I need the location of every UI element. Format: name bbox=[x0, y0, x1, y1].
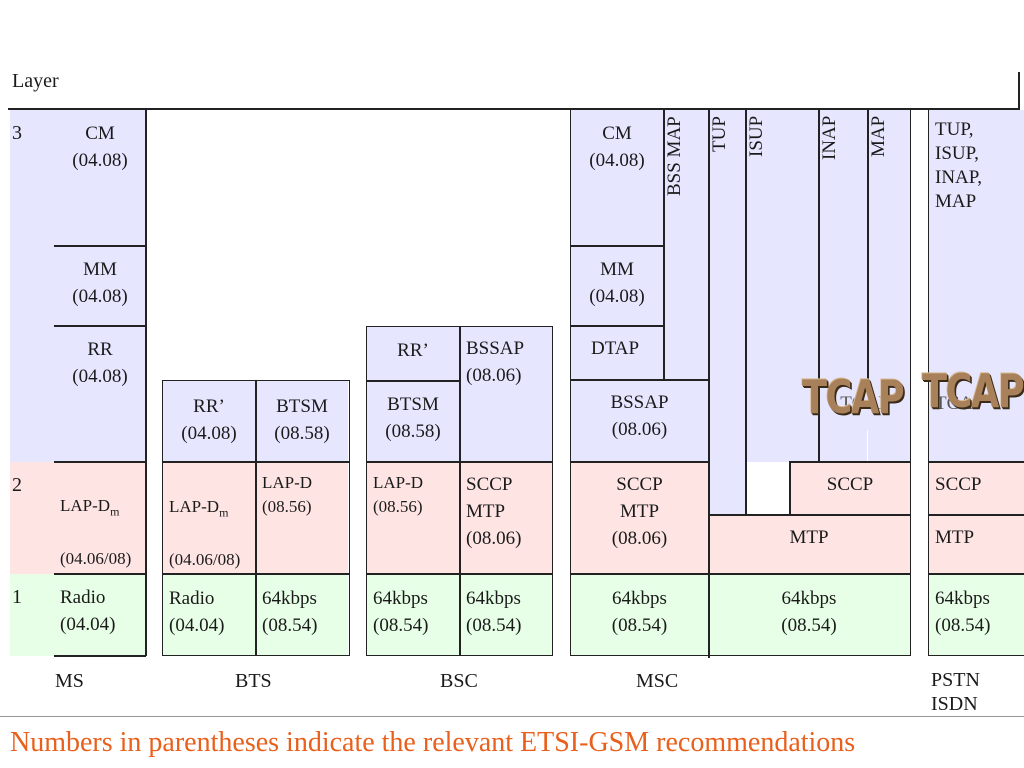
bsc-frame bbox=[366, 326, 553, 656]
ms-radio: Radio (04.04) bbox=[54, 574, 146, 656]
bsc-mid bbox=[459, 327, 461, 655]
bsc-div-0 bbox=[367, 380, 459, 382]
bts-radio: Radio (04.04) bbox=[163, 575, 255, 655]
ms-lapdm-rec: (04.06/08) bbox=[60, 549, 132, 569]
bsc-sccp-mtp: SCCP MTP (08.06) bbox=[460, 463, 552, 573]
bts-lapdm-sub: m bbox=[219, 505, 229, 520]
ms-div-2 bbox=[54, 325, 146, 327]
msc-tcap-hidden: TCAP bbox=[819, 390, 910, 430]
msc-h-l3 bbox=[571, 461, 709, 463]
msc-64kbps-right: 64kbps (08.54) bbox=[708, 575, 910, 655]
right-rule bbox=[1018, 72, 1020, 110]
msc-64kbps-left: 64kbps (08.54) bbox=[571, 575, 708, 655]
ms-div-3 bbox=[54, 461, 146, 463]
node-ms: MS bbox=[55, 670, 84, 692]
layer-1-label: 1 bbox=[12, 586, 22, 608]
ms-div-4 bbox=[54, 573, 146, 575]
bsc-64kbps-left: 64kbps (08.54) bbox=[367, 575, 459, 655]
ms-lapdm-sub: m bbox=[110, 504, 120, 519]
pstn-mtp: MTP bbox=[929, 516, 1024, 573]
bts-div-1 bbox=[163, 461, 349, 463]
msc-h-dtap bbox=[571, 379, 709, 381]
pstn-frame bbox=[928, 108, 1024, 656]
bts-lapdm: LAP-Dm (04.06/08) bbox=[163, 463, 255, 573]
msc-inap: INAP bbox=[819, 116, 840, 161]
bsc-rr: RR’ bbox=[367, 327, 459, 380]
bsc-bssap: BSSAP (08.06) bbox=[460, 327, 552, 462]
bts-lapdm-main: LAP-D bbox=[169, 497, 220, 516]
bsc-64kbps-right: 64kbps (08.54) bbox=[460, 575, 552, 655]
node-bsc: BSC bbox=[440, 670, 478, 692]
msc-v-bssap-right bbox=[708, 110, 710, 658]
bsc-div-2 bbox=[367, 573, 552, 575]
msc-v-sccp-left bbox=[789, 462, 791, 515]
layer-3-band bbox=[10, 110, 54, 462]
bsc-btsm: BTSM (08.58) bbox=[367, 381, 459, 462]
msc-v-tup-right bbox=[745, 110, 747, 514]
pstn-tcap-hidden: TCAP bbox=[929, 390, 1024, 430]
pstn-h-l2 bbox=[929, 573, 1024, 575]
node-pstn: PSTN ISDN bbox=[931, 669, 980, 715]
msc-mm: MM (04.08) bbox=[571, 246, 663, 326]
top-rule bbox=[8, 108, 1020, 110]
layer-header: Layer bbox=[12, 70, 59, 92]
msc-frame bbox=[570, 108, 911, 656]
msc-cm: CM (04.08) bbox=[571, 110, 663, 246]
pstn-sccp: SCCP bbox=[929, 463, 1024, 515]
bsc-div-1 bbox=[367, 461, 552, 463]
pstn-h-mtp bbox=[929, 514, 1024, 516]
msc-isup-cell bbox=[746, 110, 818, 462]
pstn-64kbps: 64kbps (08.54) bbox=[929, 575, 1024, 655]
layer-2-band bbox=[10, 462, 54, 574]
ms-lapdm-main: LAP-D bbox=[60, 496, 111, 515]
msc-v-inap-left bbox=[818, 110, 820, 462]
msc-bss-map: BSS MAP bbox=[664, 116, 685, 196]
msc-bss-map-cell bbox=[664, 110, 708, 380]
layer-3-label: 3 bbox=[12, 122, 22, 144]
ms-lapdm: LAP-Dm (04.06/08) bbox=[54, 462, 146, 574]
bts-rr: RR’ (04.08) bbox=[163, 381, 255, 462]
ms-border-right bbox=[145, 110, 147, 656]
msc-mtp: MTP bbox=[708, 516, 910, 573]
caption: Numbers in parentheses indicate the rele… bbox=[0, 716, 1024, 768]
bsc-lapd: LAP-D (08.56) bbox=[367, 463, 459, 573]
msc-isup: ISUP bbox=[746, 116, 767, 158]
msc-v-bssmap-left bbox=[663, 110, 665, 380]
msc-h-mm bbox=[571, 325, 663, 327]
msc-sccp-mtp: SCCP MTP (08.06) bbox=[571, 463, 708, 573]
msc-h-sccp-top bbox=[789, 461, 910, 463]
msc-sccp: SCCP bbox=[790, 463, 910, 515]
msc-tup-cell bbox=[709, 110, 745, 514]
layer-2-label: 2 bbox=[12, 474, 22, 496]
bts-mid bbox=[255, 381, 257, 655]
ms-cm: CM (04.08) bbox=[54, 110, 146, 246]
tcap-wordart-pstn: TCAP bbox=[922, 364, 1024, 418]
msc-bssap: BSSAP (08.06) bbox=[571, 381, 708, 462]
node-bts: BTS bbox=[235, 670, 272, 692]
pstn-h-l3 bbox=[929, 461, 1024, 463]
ms-div-1 bbox=[54, 245, 146, 247]
msc-tup: TUP bbox=[709, 116, 730, 152]
layer-1-band bbox=[10, 574, 54, 656]
node-msc: MSC bbox=[636, 670, 679, 692]
bts-64kbps: 64kbps (08.54) bbox=[256, 575, 348, 655]
ms-rr: RR (04.08) bbox=[54, 326, 146, 462]
msc-h-cm bbox=[571, 245, 663, 247]
msc-v-map-left bbox=[867, 110, 869, 382]
ms-mm: MM (04.08) bbox=[54, 246, 146, 326]
bts-frame bbox=[162, 380, 350, 656]
bts-lapdm-rec: (04.06/08) bbox=[169, 550, 241, 570]
msc-h-l2 bbox=[571, 573, 910, 575]
msc-dtap: DTAP bbox=[571, 327, 663, 380]
bts-lapd: LAP-D (08.56) bbox=[256, 463, 348, 573]
bts-btsm: BTSM (08.58) bbox=[256, 381, 348, 462]
bts-div-2 bbox=[163, 573, 349, 575]
msc-h-mtp-top bbox=[708, 514, 910, 516]
msc-map: MAP bbox=[868, 116, 889, 158]
ms-bottom bbox=[54, 655, 146, 657]
tcap-wordart-msc: TCAP bbox=[802, 370, 905, 424]
